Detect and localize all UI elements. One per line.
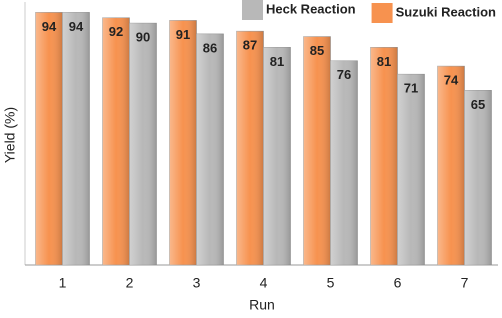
data-label: 76 [337,67,351,82]
legend-swatch [371,3,393,23]
bar-shade [62,12,90,265]
bar-shade [263,47,291,265]
data-label: 94 [42,19,57,34]
x-axis-label: Run [249,297,275,313]
data-label: 86 [203,40,217,55]
data-label: 81 [377,54,391,69]
x-tick-label: 7 [461,275,469,291]
bar-shade [370,47,398,265]
bar-shade [169,20,197,265]
data-label: 91 [176,27,190,42]
x-tick-label: 6 [394,275,402,291]
data-label: 90 [136,30,150,45]
legend-swatch [241,0,263,20]
legend-label: Suzuki Reaction [396,4,496,19]
data-label: 71 [404,81,418,96]
bar-shade [464,90,492,265]
data-label: 74 [444,73,459,88]
bar-shade [196,33,224,265]
bar-shade [35,12,63,265]
data-label: 85 [310,43,324,58]
x-tick-label: 4 [260,275,268,291]
data-label: 92 [109,24,123,39]
bar-shade [397,74,425,265]
bar-shade [102,17,130,265]
bar-shade [437,66,465,265]
data-label: 65 [471,97,485,112]
data-label: 94 [69,19,84,34]
x-tick-label: 1 [59,275,67,291]
bar-shade [330,60,358,265]
legend-label: Heck Reaction [266,1,356,16]
x-tick-label: 3 [193,275,201,291]
bar-shade [236,31,264,265]
x-tick-label: 5 [327,275,335,291]
bar-shade [129,23,157,265]
data-label: 81 [270,54,284,69]
data-label: 87 [243,38,257,53]
bar-shade [303,36,331,265]
y-axis-label: Yield (%) [2,107,18,163]
x-tick-label: 2 [126,275,134,291]
